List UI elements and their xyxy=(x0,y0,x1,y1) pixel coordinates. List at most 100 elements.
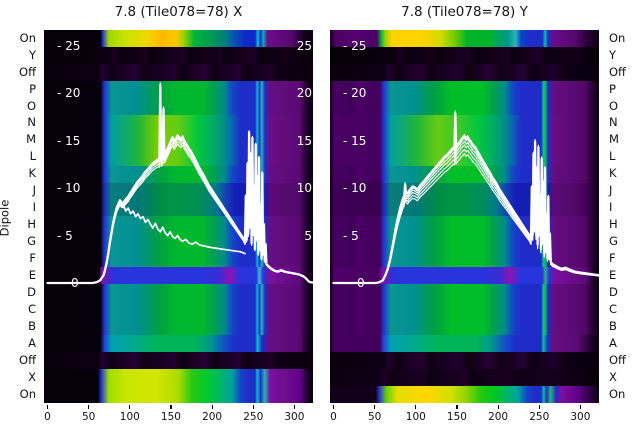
x-axis-tickmark xyxy=(497,405,499,409)
dipole-label: Y xyxy=(28,47,36,62)
x-axis-tick-label: 0 xyxy=(44,411,51,423)
dipole-label: E xyxy=(28,268,36,283)
x-axis-tick-label: 250 xyxy=(529,411,550,423)
heatmap-row-x-20 xyxy=(330,369,599,387)
heatmap-row-k-8 xyxy=(44,165,313,183)
dipole-label: H xyxy=(27,217,36,232)
dipole-label: N xyxy=(27,115,36,130)
dipole-label: L xyxy=(29,149,36,164)
overlay-curve xyxy=(46,91,314,284)
dipole-label: Off xyxy=(19,352,36,367)
heatmap-row-e-14 xyxy=(44,267,313,285)
overlay-curve xyxy=(332,110,602,284)
dipole-label: N xyxy=(609,115,618,130)
heatmap-row-off-19 xyxy=(330,352,599,370)
x-axis-tick-label: 50 xyxy=(367,411,382,423)
x-axis-tick-label: 100 xyxy=(405,411,426,423)
dipole-label: X xyxy=(28,369,36,384)
x-axis-tick-label: 200 xyxy=(202,411,223,423)
heatmap-row-on-0 xyxy=(44,30,313,47)
dipole-label: K xyxy=(609,166,617,181)
dipole-labels-left: On Y Off P O N M L K J I H G F E D C B A Off X On xyxy=(0,30,40,403)
x-axis-tickmark xyxy=(332,405,335,409)
x-axis-tickmark xyxy=(293,405,295,409)
dipole-labels-right: On Y Off P O N M L K J I H G F E D C B A Off X On xyxy=(605,30,640,403)
heatmap-row-x-20 xyxy=(44,369,313,387)
dipole-label: On xyxy=(609,386,626,401)
dipole-label: O xyxy=(26,98,36,113)
dipole-label: On xyxy=(19,30,36,45)
x-axis-tick-label: 250 xyxy=(243,411,264,423)
x-axis-left: 0 50 100 150 200 250 300 xyxy=(44,403,313,433)
dipole-label: B xyxy=(28,318,36,333)
x-axis-tick-label: 100 xyxy=(119,411,140,423)
dipole-label: F xyxy=(609,251,616,266)
heatmap-row-a-18 xyxy=(330,335,599,353)
dipole-label: F xyxy=(29,251,36,266)
heatmap-row-on-21 xyxy=(330,386,599,403)
dipole-label: A xyxy=(609,335,617,350)
overlay-curve xyxy=(332,127,602,284)
dipole-label: L xyxy=(609,149,616,164)
dipole-label: X xyxy=(609,369,617,384)
dipole-label: On xyxy=(19,386,36,401)
heatmap-row-off-2 xyxy=(330,63,599,81)
dipole-label: G xyxy=(27,234,36,249)
x-axis-tick-label: 50 xyxy=(81,411,96,423)
x-axis-tickmark xyxy=(415,405,417,409)
heatmap-row-on-21 xyxy=(44,386,313,403)
heatmap-row-p-3 xyxy=(330,80,599,98)
heatmap-row-c-16 xyxy=(330,301,599,319)
dipole-label: I xyxy=(32,200,36,215)
heatmap-row-off-19 xyxy=(44,352,313,370)
dipole-label: G xyxy=(609,234,618,249)
heatmap-row-a-18 xyxy=(44,335,313,353)
dipole-label: P xyxy=(609,81,616,96)
dipole-label: B xyxy=(609,318,617,333)
x-axis-tick-label: 0 xyxy=(330,411,337,423)
heatmap-row-d-15 xyxy=(330,284,599,302)
dipole-label: C xyxy=(609,301,618,316)
heatmap-row-y-1 xyxy=(44,46,313,64)
x-axis-tickmark xyxy=(211,405,213,409)
dipole-label: D xyxy=(27,285,36,300)
x-axis-tickmark xyxy=(374,405,376,409)
dipole-label: J xyxy=(32,183,36,198)
dipole-label: On xyxy=(609,30,626,45)
dipole-label: M xyxy=(26,132,36,147)
heatmap-row-n-5 xyxy=(44,114,313,132)
dipole-label: M xyxy=(609,132,619,147)
x-axis-tickmark xyxy=(170,405,172,409)
x-axis-tickmark xyxy=(46,405,49,409)
dipole-label: A xyxy=(28,335,36,350)
x-axis-tickmark xyxy=(252,405,254,409)
overlay-curve xyxy=(46,95,314,284)
x-axis-tickmark xyxy=(129,405,131,409)
heatmap-row-l-7 xyxy=(330,148,599,166)
overlay-curve xyxy=(46,87,314,284)
heatmap-row-p-3 xyxy=(44,80,313,98)
overlay-curve xyxy=(332,121,602,284)
panel-title-x: 7.8 (Tile078=78) X xyxy=(114,4,243,20)
overlay-curve xyxy=(332,117,602,284)
overlay-zero-label-right: 0 xyxy=(315,276,323,290)
heatmap-row-f-13 xyxy=(330,250,599,268)
dipole-label: E xyxy=(609,268,617,283)
heatmap-row-k-8 xyxy=(330,165,599,183)
dipole-label: Y xyxy=(609,47,617,62)
heatmap-row-o-4 xyxy=(44,97,313,115)
dipole-label: D xyxy=(609,285,618,300)
dipole-label: Off xyxy=(609,64,626,79)
heatmap-row-c-16 xyxy=(44,301,313,319)
heatmap-row-e-14 xyxy=(330,267,599,285)
dipole-label: H xyxy=(609,217,618,232)
overlay-secondary-curve xyxy=(107,200,246,255)
dipole-label: P xyxy=(29,81,36,96)
overlay-curve xyxy=(332,132,602,284)
x-axis-tick-label: 150 xyxy=(160,411,181,423)
x-axis-tick-label: 200 xyxy=(488,411,509,423)
dipole-label: J xyxy=(609,183,613,198)
